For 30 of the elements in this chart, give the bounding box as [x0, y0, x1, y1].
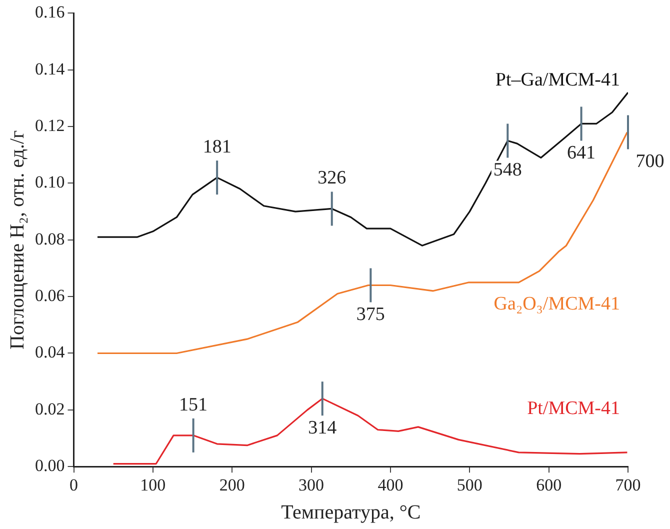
x-tick-label: 600 [536, 475, 562, 494]
annotation: 641 [567, 142, 596, 164]
annotation: 375 [356, 304, 385, 326]
y-tick-label: 0.08 [35, 229, 65, 248]
x-tick-label: 100 [140, 475, 166, 494]
annotation: 700 [636, 151, 664, 172]
annotation: 314 [308, 418, 338, 439]
x-tick-label: 300 [298, 475, 324, 494]
x-tick-label: 0 [70, 475, 78, 494]
y-axis-title: Поглощение H₂, отн. ед./г [6, 130, 28, 350]
series-label: Pt/MCM-41 [527, 398, 620, 420]
y-tick-label: 0.00 [35, 456, 65, 476]
y-tick-label: 0.04 [35, 342, 66, 362]
x-tick-label: 400 [378, 475, 404, 494]
y-tick-label: 0.16 [35, 2, 65, 22]
annotation: 326 [318, 168, 346, 189]
series-label: Pt–Ga/MCM-41 [495, 70, 620, 91]
annotation: 548 [493, 160, 522, 181]
y-tick-label: 0.12 [35, 116, 65, 136]
series-label: Ga₂O₃/MCM-41 [494, 293, 620, 314]
x-tick-label: 200 [219, 475, 245, 494]
annotation: 181 [202, 136, 232, 158]
x-tick-label: 500 [456, 475, 482, 494]
x-axis-title: Температура, °C [281, 501, 421, 524]
x-tick-label: 700 [615, 475, 641, 494]
y-tick-label: 0.06 [35, 286, 65, 306]
y-tick-label: 0.14 [35, 59, 66, 78]
annotation: 151 [179, 394, 208, 416]
y-tick-label: 0.02 [35, 399, 65, 418]
y-tick-label: 0.10 [35, 172, 65, 192]
